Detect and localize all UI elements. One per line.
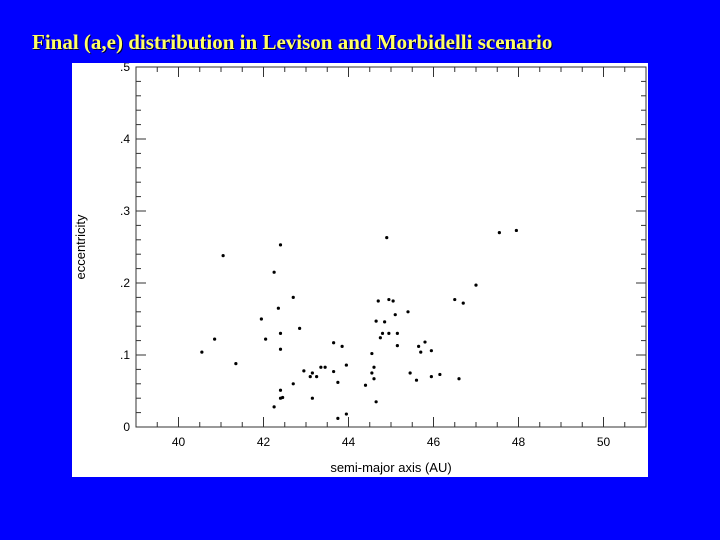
y-tick-label: .3 bbox=[120, 204, 130, 218]
data-point bbox=[387, 297, 391, 302]
y-tick-label: .2 bbox=[120, 276, 130, 290]
x-tick-label: 44 bbox=[342, 435, 356, 449]
data-point bbox=[391, 299, 395, 303]
data-point bbox=[429, 375, 433, 379]
x-tick-label: 48 bbox=[512, 435, 526, 449]
data-point bbox=[344, 412, 348, 416]
y-tick-label: .1 bbox=[120, 348, 130, 362]
plot-frame bbox=[135, 66, 647, 428]
x-tick-label: 46 bbox=[427, 435, 441, 449]
data-point bbox=[461, 301, 465, 305]
y-axis-title: eccentricity bbox=[73, 214, 88, 280]
data-point bbox=[310, 371, 314, 375]
data-point bbox=[278, 331, 283, 335]
data-point bbox=[308, 375, 312, 379]
data-point bbox=[372, 365, 376, 369]
data-point bbox=[200, 350, 204, 354]
data-point bbox=[474, 283, 478, 287]
data-point bbox=[340, 344, 344, 348]
data-point bbox=[453, 297, 457, 302]
data-point bbox=[259, 317, 263, 321]
data-point bbox=[419, 350, 423, 354]
data-point bbox=[319, 365, 323, 369]
data-point bbox=[302, 369, 306, 373]
data-point bbox=[221, 254, 225, 258]
data-point bbox=[374, 319, 378, 323]
y-tick-label: 0 bbox=[123, 420, 130, 434]
data-point bbox=[395, 331, 399, 335]
data-point bbox=[291, 382, 295, 386]
data-point bbox=[376, 299, 380, 303]
data-point bbox=[278, 388, 283, 392]
data-point bbox=[298, 326, 302, 330]
data-point bbox=[380, 331, 385, 335]
data-point bbox=[370, 371, 374, 375]
data-point bbox=[213, 337, 217, 341]
axis-ticks: 40 42 44 46 48 50 0 .1 .2 .3 .4 .5 bbox=[120, 63, 647, 449]
data-point bbox=[429, 349, 433, 353]
data-point bbox=[323, 365, 327, 369]
x-tick-label: 50 bbox=[597, 435, 611, 449]
data-point bbox=[278, 347, 283, 351]
data-point bbox=[374, 400, 378, 404]
data-point bbox=[291, 295, 295, 299]
chart-panel: 40 42 44 46 48 50 0 .1 .2 .3 .4 .5 semi-major axis … bbox=[72, 63, 648, 477]
data-point bbox=[372, 377, 376, 381]
data-point bbox=[272, 405, 276, 409]
x-tick-label: 40 bbox=[172, 435, 186, 449]
y-tick-label: .5 bbox=[120, 63, 130, 74]
data-point bbox=[457, 377, 461, 381]
data-point bbox=[278, 243, 283, 247]
data-point bbox=[276, 306, 280, 310]
x-axis-title: semi-major axis (AU) bbox=[330, 460, 451, 475]
data-point bbox=[310, 396, 314, 400]
data-point bbox=[406, 310, 410, 314]
data-point bbox=[414, 378, 419, 382]
data-point bbox=[423, 340, 427, 344]
data-point bbox=[395, 344, 399, 348]
data-point bbox=[497, 231, 501, 235]
data-points bbox=[200, 228, 518, 420]
data-point bbox=[383, 320, 387, 324]
data-point bbox=[332, 341, 336, 345]
scatter-chart: 40 42 44 46 48 50 0 .1 .2 .3 .4 .5 semi-major axis … bbox=[73, 63, 647, 475]
data-point bbox=[438, 372, 442, 377]
data-point bbox=[234, 362, 238, 366]
data-point bbox=[336, 416, 340, 420]
data-point bbox=[417, 344, 421, 348]
data-point bbox=[514, 228, 518, 233]
data-point bbox=[385, 236, 389, 240]
data-point bbox=[336, 380, 340, 384]
data-point bbox=[272, 270, 276, 274]
y-tick-label: .4 bbox=[120, 132, 130, 146]
data-point bbox=[363, 383, 368, 387]
data-point bbox=[378, 336, 382, 340]
x-tick-label: 42 bbox=[257, 435, 271, 449]
data-point bbox=[408, 371, 412, 375]
data-point bbox=[332, 369, 336, 374]
data-point bbox=[315, 375, 319, 379]
data-point bbox=[370, 351, 374, 356]
data-point bbox=[264, 337, 268, 341]
data-point bbox=[344, 363, 348, 367]
data-point bbox=[387, 331, 391, 335]
data-point bbox=[281, 395, 285, 400]
slide-title: Final (a,e) distribution in Levison and … bbox=[32, 30, 553, 54]
data-point bbox=[393, 313, 397, 317]
